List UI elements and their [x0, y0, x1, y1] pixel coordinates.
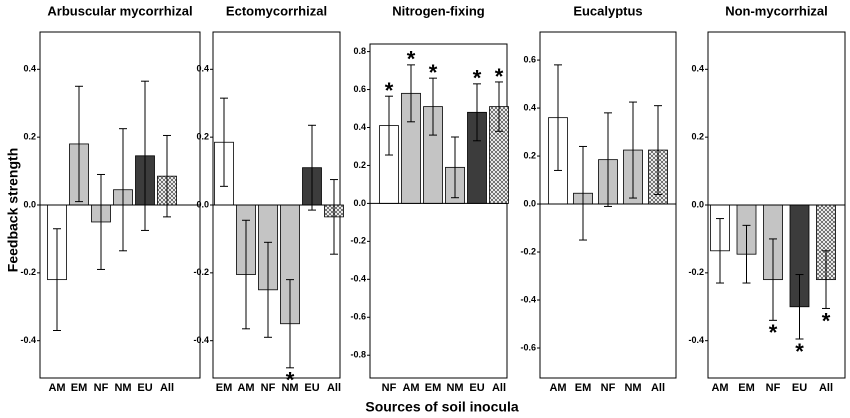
x-tick-label: EM — [71, 382, 88, 394]
x-tick-label: NF — [382, 382, 397, 394]
y-tick-label: 0.2 — [691, 132, 704, 142]
x-tick-label: NM — [446, 382, 463, 394]
y-tick-label: 0.2 — [353, 160, 366, 170]
y-tick-label: 0.6 — [523, 54, 536, 64]
x-tick-label: EU — [304, 382, 319, 394]
x-tick-label: EM — [738, 382, 755, 394]
x-tick-label: All — [492, 382, 506, 394]
y-tick-label: -0.2 — [688, 267, 704, 277]
y-tick-label: -0.6 — [350, 312, 366, 322]
x-tick-label: EM — [425, 382, 442, 394]
y-axis-label: Feedback strength — [5, 148, 21, 272]
x-tick-label: AM — [48, 382, 65, 394]
x-tick-label: NF — [766, 382, 781, 394]
y-tick-label: 0.4 — [23, 64, 36, 74]
x-tick-label: NM — [114, 382, 131, 394]
panel-title: Eucalyptus — [573, 3, 642, 18]
significance-mark: * — [385, 78, 394, 103]
y-tick-label: 0.2 — [23, 132, 36, 142]
x-tick-label: All — [651, 382, 665, 394]
y-tick-label: 0.0 — [353, 198, 366, 208]
significance-mark: * — [495, 64, 504, 89]
x-axis-label: Sources of soil inocula — [365, 399, 518, 415]
significance-mark: * — [822, 308, 831, 333]
panel-frame — [539, 31, 677, 379]
x-tick-label: EM — [575, 382, 592, 394]
y-tick-label: -0.8 — [350, 350, 366, 360]
significance-mark: * — [769, 320, 778, 345]
x-tick-label: AM — [549, 382, 566, 394]
y-tick-label: 0.4 — [691, 64, 704, 74]
panel-title: Nitrogen-fixing — [392, 3, 484, 18]
x-tick-label: All — [327, 382, 341, 394]
panel-title: Arbuscular mycorrhizal — [47, 3, 192, 18]
significance-mark: * — [795, 339, 804, 364]
x-tick-label: EU — [137, 382, 152, 394]
x-tick-label: NM — [624, 382, 641, 394]
x-tick-label: NF — [94, 382, 109, 394]
y-tick-label: -0.6 — [520, 342, 536, 352]
y-tick-label: 0.0 — [23, 199, 36, 209]
y-tick-label: 0.0 — [196, 199, 209, 209]
y-tick-label: 0.4 — [353, 122, 366, 132]
y-tick-label: -0.4 — [20, 335, 36, 345]
panel-title: Ectomycorrhizal — [226, 3, 327, 18]
y-tick-label: -0.4 — [520, 294, 536, 304]
x-tick-label: NM — [281, 382, 298, 394]
y-tick-label: -0.2 — [193, 267, 209, 277]
x-tick-label: EM — [216, 382, 233, 394]
y-tick-label: 0.4 — [523, 102, 536, 112]
y-tick-label: 0.2 — [196, 132, 209, 142]
significance-mark: * — [407, 47, 416, 72]
y-tick-label: 0.6 — [353, 84, 366, 94]
significance-mark: * — [429, 60, 438, 85]
x-tick-label: All — [160, 382, 174, 394]
x-tick-label: NF — [601, 382, 616, 394]
significance-mark: * — [473, 66, 482, 91]
panel-frame — [369, 43, 508, 379]
y-tick-label: -0.4 — [193, 335, 209, 345]
y-tick-label: -0.2 — [20, 267, 36, 277]
x-tick-label: AM — [711, 382, 728, 394]
panel-title: Non-mycorrhizal — [725, 3, 828, 18]
y-tick-label: 0.4 — [196, 64, 209, 74]
y-tick-label: 0.8 — [353, 46, 366, 56]
y-tick-label: 0.2 — [523, 150, 536, 160]
x-tick-label: EU — [792, 382, 807, 394]
y-tick-label: -0.2 — [350, 236, 366, 246]
x-tick-label: AM — [237, 382, 254, 394]
x-tick-label: All — [819, 382, 833, 394]
y-tick-label: 0.0 — [523, 198, 536, 208]
y-tick-label: -0.4 — [350, 274, 366, 284]
y-tick-label: -0.4 — [688, 335, 704, 345]
y-tick-label: -0.2 — [520, 246, 536, 256]
x-tick-label: AM — [402, 382, 419, 394]
significance-mark: * — [286, 368, 295, 393]
x-tick-label: NF — [261, 382, 276, 394]
x-tick-label: EU — [469, 382, 484, 394]
y-tick-label: 0.0 — [691, 199, 704, 209]
